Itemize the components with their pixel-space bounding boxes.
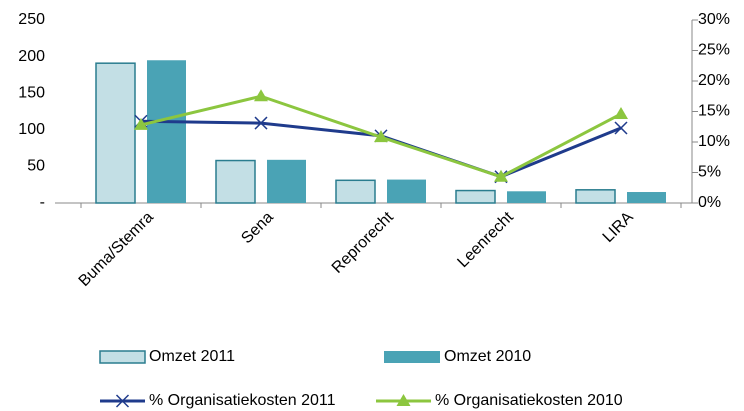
y-tick-label: - bbox=[40, 194, 45, 211]
x-tick-label: Reprorecht bbox=[329, 208, 397, 276]
bar bbox=[627, 192, 666, 203]
y-tick-label: 200 bbox=[18, 48, 45, 65]
marker bbox=[254, 89, 268, 102]
bar bbox=[507, 191, 546, 203]
legend-label: Omzet 2010 bbox=[444, 348, 531, 365]
x-tick-label: Sena bbox=[238, 209, 277, 248]
y-tick-label: 100 bbox=[18, 121, 45, 138]
y-tick-label: 50 bbox=[27, 158, 45, 175]
y-tick-label: 250 bbox=[18, 11, 45, 28]
bar bbox=[147, 60, 186, 204]
legend-label: Omzet 2011 bbox=[149, 348, 235, 365]
marker bbox=[115, 394, 130, 408]
x-tick-label: LIRA bbox=[600, 209, 637, 246]
legend-label: % Organisatiekosten 2010 bbox=[435, 392, 623, 409]
y2-tick-label: 30% bbox=[698, 11, 730, 28]
y2-tick-label: 5% bbox=[698, 164, 721, 181]
marker bbox=[254, 116, 268, 130]
y2-tick-label: 0% bbox=[698, 194, 721, 211]
legend-swatch bbox=[384, 351, 440, 363]
x-tick-label: Buma/Stemra bbox=[76, 209, 157, 290]
y2-tick-label: 10% bbox=[698, 133, 730, 150]
marker bbox=[134, 117, 148, 130]
bar bbox=[95, 62, 136, 204]
bar bbox=[575, 189, 616, 204]
legend-swatch bbox=[99, 350, 146, 364]
marker bbox=[494, 169, 508, 182]
y2-tick-label: 20% bbox=[698, 72, 730, 89]
y-tick-label: 150 bbox=[18, 84, 45, 101]
bar bbox=[387, 179, 426, 203]
marker bbox=[614, 121, 628, 135]
legend-label: % Organisatiekosten 2011 bbox=[149, 392, 336, 409]
bar bbox=[455, 189, 496, 204]
bar bbox=[267, 159, 306, 203]
y2-tick-label: 25% bbox=[698, 42, 730, 59]
x-tick-label: Leenrecht bbox=[454, 208, 517, 271]
marker bbox=[614, 106, 628, 119]
y2-tick-label: 15% bbox=[698, 103, 730, 120]
marker bbox=[396, 394, 411, 406]
line bbox=[140, 119, 622, 179]
marker bbox=[374, 130, 388, 143]
bar bbox=[215, 159, 256, 204]
bar bbox=[335, 179, 376, 204]
